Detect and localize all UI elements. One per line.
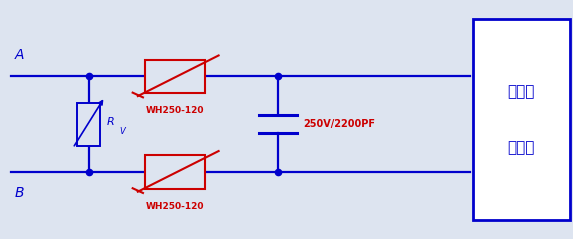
Text: A: A bbox=[14, 48, 24, 62]
Text: B: B bbox=[14, 186, 24, 201]
Text: 电话机: 电话机 bbox=[508, 84, 535, 99]
Text: R: R bbox=[107, 117, 115, 127]
Text: WH250-120: WH250-120 bbox=[146, 202, 204, 211]
Text: 交换机: 交换机 bbox=[508, 140, 535, 155]
Text: 250V/2200PF: 250V/2200PF bbox=[304, 119, 375, 129]
Bar bbox=[473, 19, 570, 220]
Bar bbox=[77, 103, 100, 146]
Bar bbox=[144, 155, 205, 189]
Text: V: V bbox=[120, 127, 125, 136]
Bar bbox=[144, 60, 205, 93]
Text: WH250-120: WH250-120 bbox=[146, 106, 204, 115]
